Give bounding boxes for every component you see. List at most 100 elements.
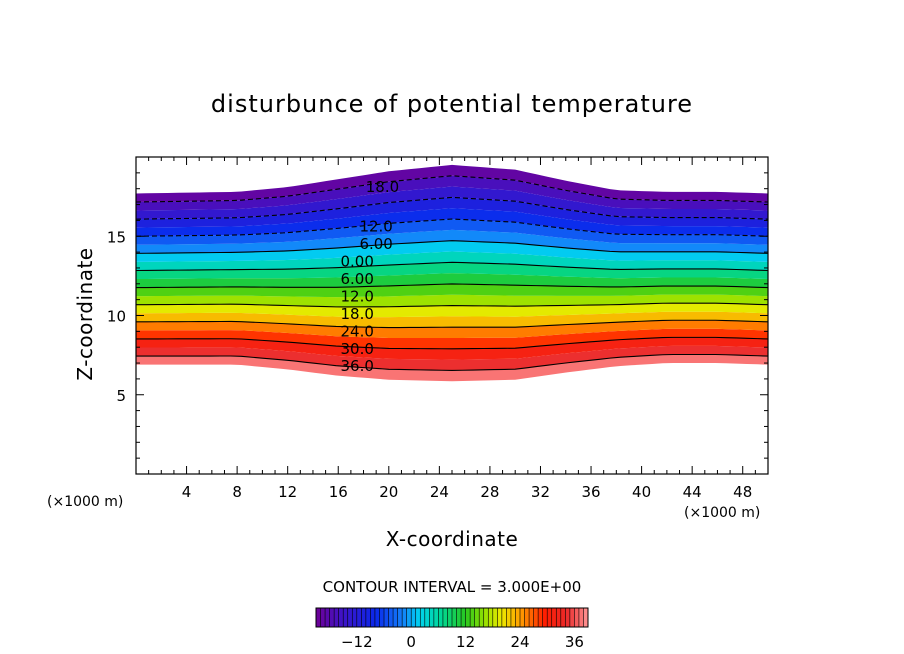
colorbar-tick-label: 24 xyxy=(510,633,529,651)
contour-line xyxy=(135,196,769,220)
x-tick-label: 20 xyxy=(379,483,398,501)
plot-area: 18.012.06.000.006.0012.018.024.030.036.0… xyxy=(107,156,769,501)
colorbar-segment xyxy=(429,608,435,627)
colorbar-segment xyxy=(515,608,521,627)
contour-label: 6.00 xyxy=(359,235,392,253)
y-tick-label: 15 xyxy=(107,228,126,246)
colorbar-segment xyxy=(338,608,344,627)
x-tick-label: 48 xyxy=(733,483,752,501)
contour-band xyxy=(136,219,768,245)
colorbar-segment xyxy=(578,608,584,627)
colorbar-segment xyxy=(529,608,534,627)
colorbar-segment xyxy=(402,608,407,627)
x-tick-label: 32 xyxy=(531,483,550,501)
y-tick-label: 10 xyxy=(107,308,126,326)
colorbar-ticks: −12 0 12 24 36 xyxy=(341,633,584,651)
contour-line xyxy=(135,319,769,329)
contour-band xyxy=(136,240,768,262)
colorbar-segment xyxy=(374,608,380,627)
colorbar-segment xyxy=(397,608,403,627)
x-unit-label-right: (×1000 m) xyxy=(684,505,760,521)
colorbar-segment xyxy=(479,608,485,627)
colorbar-segment xyxy=(488,608,494,627)
y-axis-label: Z-coordinate xyxy=(73,247,97,380)
colorbar-segment xyxy=(361,608,367,627)
x-tick-label: 24 xyxy=(430,483,449,501)
x-tick-label: 44 xyxy=(683,483,702,501)
colorbar-segment xyxy=(569,608,575,627)
colorbar-segment xyxy=(474,608,480,627)
x-tick-label: 4 xyxy=(182,483,192,501)
contour-band xyxy=(136,328,768,349)
colorbar-segment xyxy=(393,608,398,627)
colorbar-segment xyxy=(384,608,389,627)
colorbar-tick-label: 12 xyxy=(456,633,475,651)
x-tick-label: 16 xyxy=(329,483,348,501)
x-tick-label: 36 xyxy=(581,483,600,501)
contour-line xyxy=(135,336,769,350)
contour-label: 36.0 xyxy=(340,357,373,375)
x-ticks: 4 8 12 16 20 24 28 32 36 40 44 48 xyxy=(148,157,756,501)
colorbar-segment xyxy=(506,608,512,627)
colorbar-segment xyxy=(325,608,330,627)
contour-line xyxy=(135,218,769,237)
colorbar-segment xyxy=(551,608,557,627)
contour-band xyxy=(136,175,768,211)
contour-band xyxy=(136,262,768,280)
colorbar-segment xyxy=(465,608,471,627)
colorbar-segment xyxy=(370,608,376,627)
colorbar-segment xyxy=(379,608,385,627)
contour-label: 18.0 xyxy=(340,305,373,323)
colorbar-segment xyxy=(334,608,339,627)
colorbar-segment xyxy=(365,608,371,627)
colorbar-segment xyxy=(415,608,421,627)
colorbar-segment xyxy=(406,608,412,627)
y-ticks: 5 10 15 xyxy=(107,172,768,459)
contour-band xyxy=(136,229,768,254)
colorbar-segment xyxy=(574,608,580,627)
x-tick-label: 12 xyxy=(278,483,297,501)
colorbar-segment xyxy=(520,608,525,627)
contour-band xyxy=(136,311,768,328)
contour-band xyxy=(136,303,768,318)
colorbar-segment xyxy=(470,608,475,627)
colorbar-segment xyxy=(565,608,571,627)
contour-label: 12.0 xyxy=(359,218,392,236)
colorbar-segment xyxy=(538,608,543,627)
colorbar-segment xyxy=(388,608,394,627)
y-tick-label: 5 xyxy=(116,387,126,405)
colorbar-segment xyxy=(447,608,453,627)
colorbar-segment xyxy=(347,608,353,627)
contour-line xyxy=(135,261,769,272)
x-unit-label-left: (×1000 m) xyxy=(47,494,123,510)
contour-interval-text: CONTOUR INTERVAL = 3.000E+00 xyxy=(323,578,582,596)
colorbar-segment xyxy=(501,608,507,627)
colorbar-segment xyxy=(556,608,562,627)
colorbar-segment xyxy=(420,608,426,627)
contour-line xyxy=(135,175,769,203)
colorbar-segment xyxy=(356,608,362,627)
x-axis-label: X-coordinate xyxy=(386,527,519,551)
colorbar-segment xyxy=(524,608,530,627)
contour-band xyxy=(136,197,768,228)
colorbar-segment xyxy=(533,608,539,627)
colorbar-segment xyxy=(343,608,349,627)
contour-label: 12.0 xyxy=(340,287,373,305)
contour-band xyxy=(136,273,768,288)
contour-band xyxy=(136,251,768,271)
contour-band xyxy=(136,294,768,307)
colorbar-segment xyxy=(316,608,321,627)
colorbar-segment xyxy=(433,608,439,627)
colorbar-tick-label: −12 xyxy=(341,633,373,651)
colorbar xyxy=(315,607,589,628)
colorbar-segment xyxy=(438,608,444,627)
colorbar-tick-label: 0 xyxy=(406,633,416,651)
colorbar-segment xyxy=(352,608,358,627)
colorbar-segment xyxy=(461,608,466,627)
contour-line xyxy=(135,302,769,308)
contour-line xyxy=(135,240,769,254)
contour-label: 6.00 xyxy=(340,270,373,288)
contour-label: 24.0 xyxy=(340,322,373,340)
contour-line xyxy=(135,353,769,372)
